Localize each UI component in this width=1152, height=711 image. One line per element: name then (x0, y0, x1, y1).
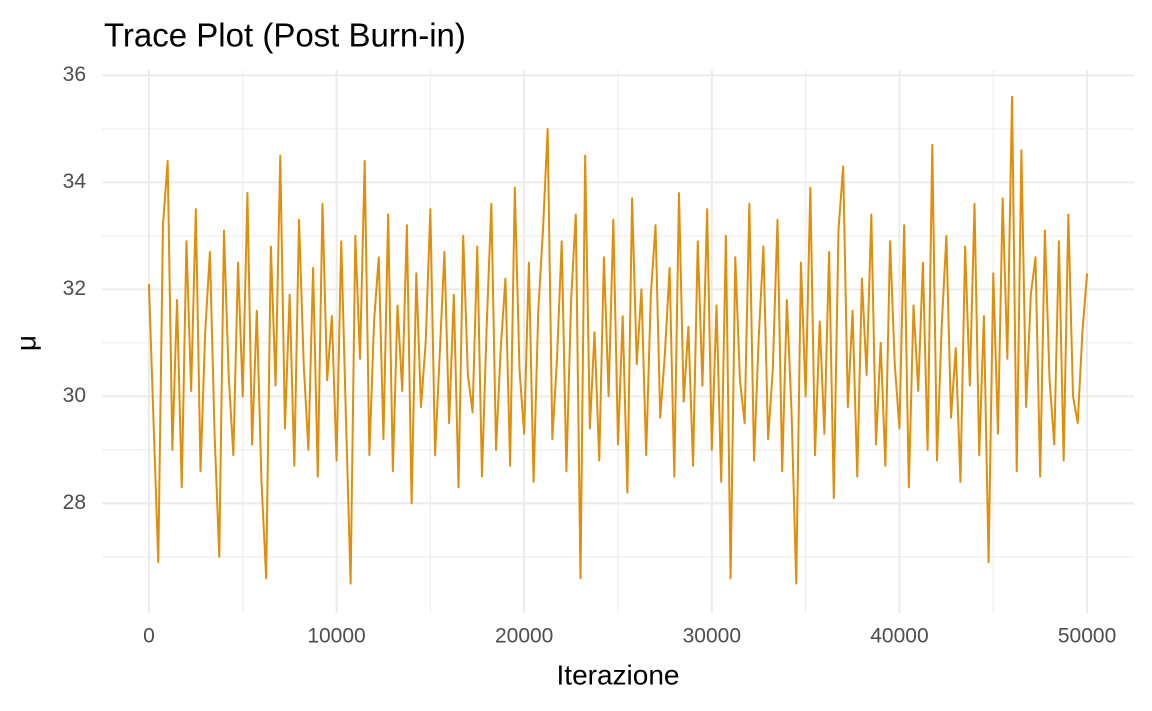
y-axis-label: μ (10, 335, 41, 351)
x-tick-label: 50000 (1058, 625, 1116, 648)
x-tick-label: 0 (143, 625, 155, 648)
chart-title: Trace Plot (Post Burn-in) (104, 17, 466, 54)
trace-line (147, 95, 1089, 585)
y-tick-label: 34 (63, 170, 87, 193)
x-tick-label: 20000 (495, 625, 553, 648)
x-tick-label: 40000 (870, 625, 928, 648)
x-axis-label: Iterazione (557, 659, 680, 690)
y-tick-label: 28 (63, 491, 86, 514)
y-tick-label: 32 (63, 277, 86, 300)
x-tick-label: 10000 (307, 625, 365, 648)
y-tick-label: 30 (63, 384, 86, 407)
x-tick-label: 30000 (683, 625, 741, 648)
y-tick-label: 36 (63, 63, 86, 86)
